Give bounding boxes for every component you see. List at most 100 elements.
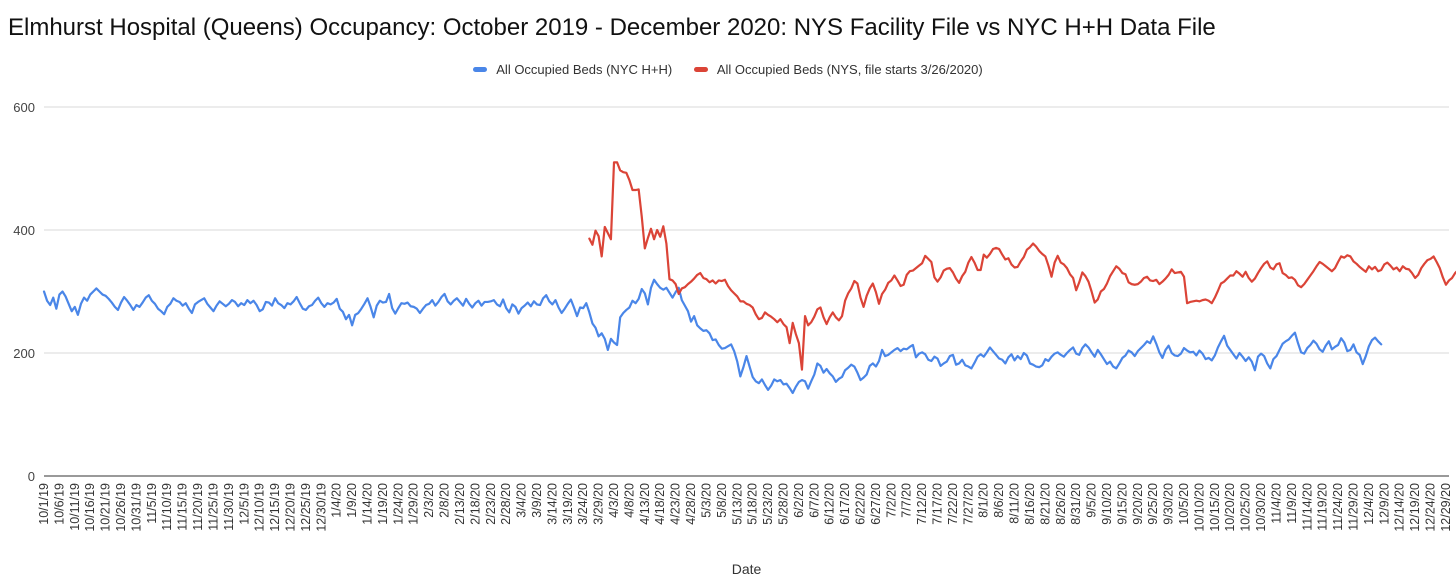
x-tick-label: 4/8/20	[622, 483, 636, 518]
x-tick-label: 11/9/20	[1285, 483, 1299, 524]
x-tick-label: 11/24/20	[1331, 483, 1345, 531]
legend-label-nys: All Occupied Beds (NYS, file starts 3/26…	[716, 62, 983, 77]
x-tick-label: 6/2/20	[792, 483, 806, 518]
x-tick-label: 10/5/20	[1177, 483, 1191, 525]
x-tick-label: 7/7/20	[900, 483, 914, 518]
x-tick-label: 3/19/20	[561, 483, 575, 525]
x-tick-label: 2/28/20	[499, 483, 513, 525]
x-tick-label: 2/8/20	[438, 483, 452, 518]
x-tick-label: 10/6/19	[52, 483, 66, 525]
x-tick-label: 3/14/20	[545, 483, 559, 525]
series-line-nys[interactable]	[588, 161, 1456, 371]
x-tick-label: 5/3/20	[699, 483, 713, 518]
x-tick-label: 8/21/20	[1038, 483, 1052, 525]
x-tick-label: 10/21/19	[99, 483, 113, 532]
x-tick-label: 3/24/20	[576, 483, 590, 525]
x-tick-label: 2/3/20	[422, 483, 436, 518]
legend-item-nys[interactable]: All Occupied Beds (NYS, file starts 3/26…	[693, 62, 983, 77]
x-tick-label: 2/18/20	[468, 483, 482, 525]
series-line-nyc-hh[interactable]	[42, 278, 1383, 395]
x-tick-label: 4/13/20	[638, 483, 652, 525]
x-tick-label: 3/9/20	[530, 483, 544, 518]
x-tick-label: 6/27/20	[869, 483, 883, 525]
x-tick-label: 8/26/20	[1054, 483, 1068, 525]
x-tick-label: 12/9/20	[1377, 483, 1391, 525]
x-tick-label: 12/19/20	[1408, 483, 1422, 532]
legend-item-nyc-hh[interactable]: All Occupied Beds (NYC H+H)	[473, 62, 672, 77]
x-tick-label: 8/11/20	[1008, 483, 1022, 524]
x-tick-label: 4/23/20	[669, 483, 683, 525]
x-tick-label: 10/26/19	[114, 483, 128, 532]
x-tick-label: 12/29/20	[1439, 483, 1453, 532]
x-tick-label: 9/25/20	[1146, 483, 1160, 525]
x-tick-label: 10/31/19	[129, 483, 143, 532]
x-tick-label: 7/22/20	[946, 483, 960, 525]
x-tick-label: 10/25/20	[1239, 483, 1253, 532]
x-tick-label: 12/4/20	[1362, 483, 1376, 525]
x-tick-label: 10/10/20	[1192, 483, 1206, 532]
x-tick-label: 9/15/20	[1115, 483, 1129, 525]
x-tick-label: 1/29/20	[407, 483, 421, 525]
x-tick-label: 9/5/20	[1085, 483, 1099, 518]
x-tick-label: 8/16/20	[1023, 483, 1037, 525]
x-tick-label: 7/17/20	[931, 483, 945, 525]
x-tick-label: 11/14/20	[1300, 483, 1314, 531]
y-tick-label: 400	[13, 223, 35, 238]
x-tick-label: 1/9/20	[345, 483, 359, 518]
x-tick-label: 11/20/19	[191, 483, 205, 531]
x-tick-label: 5/23/20	[761, 483, 775, 525]
x-tick-label: 6/12/20	[823, 483, 837, 525]
x-tick-label: 8/31/20	[1069, 483, 1083, 525]
x-tick-label: 5/18/20	[746, 483, 760, 525]
x-tick-label: 1/19/20	[376, 483, 390, 525]
x-tick-label: 10/1/19	[37, 483, 51, 525]
x-tick-label: 11/10/19	[160, 483, 174, 531]
x-tick-label: 1/4/20	[330, 483, 344, 518]
x-tick-label: 11/29/20	[1346, 483, 1360, 531]
x-tick-label: 7/2/20	[884, 483, 898, 518]
x-tick-label: 6/22/20	[854, 483, 868, 525]
x-tick-label: 11/5/19	[145, 483, 159, 524]
legend-swatch-nyc-hh	[473, 67, 488, 72]
x-tick-label: 6/7/20	[807, 483, 821, 518]
x-tick-label: 11/19/20	[1316, 483, 1330, 531]
x-tick-label: 3/4/20	[515, 483, 529, 518]
x-tick-label: 7/27/20	[961, 483, 975, 525]
x-tick-label: 12/10/19	[253, 483, 267, 532]
x-tick-label: 5/13/20	[730, 483, 744, 525]
x-tick-label: 5/8/20	[715, 483, 729, 518]
x-tick-label: 12/5/19	[237, 483, 251, 525]
x-tick-label: 2/23/20	[484, 483, 498, 525]
y-tick-label: 600	[13, 100, 35, 115]
x-tick-label: 4/3/20	[607, 483, 621, 518]
x-tick-label: 10/15/20	[1208, 483, 1222, 532]
chart-title: Elmhurst Hospital (Queens) Occupancy: Oc…	[8, 14, 1216, 41]
legend-label-nyc-hh: All Occupied Beds (NYC H+H)	[496, 62, 673, 77]
y-tick-label: 0	[28, 469, 35, 484]
x-tick-label: 10/30/20	[1254, 483, 1268, 532]
x-tick-label: 12/30/19	[314, 483, 328, 532]
x-tick-label: 1/14/20	[361, 483, 375, 525]
x-tick-label: 8/6/20	[992, 483, 1006, 518]
y-tick-label: 200	[13, 346, 35, 361]
x-tick-label: 11/15/19	[176, 483, 190, 531]
x-tick-label: 10/20/20	[1223, 483, 1237, 532]
x-tick-label: 1/24/20	[391, 483, 405, 525]
x-tick-label: 11/4/20	[1269, 483, 1283, 524]
legend-swatch-nys	[693, 67, 708, 72]
x-tick-label: 11/25/19	[206, 483, 220, 531]
x-tick-label: 3/29/20	[592, 483, 606, 525]
x-tick-label: 11/30/19	[222, 483, 236, 531]
x-tick-label: 10/16/19	[83, 483, 97, 532]
x-tick-label: 12/24/20	[1424, 483, 1438, 532]
legend: All Occupied Beds (NYC H+H) All Occupied…	[0, 60, 1456, 77]
x-tick-label: 12/25/19	[299, 483, 313, 532]
x-tick-label: 4/18/20	[653, 483, 667, 525]
x-tick-label: 12/20/19	[283, 483, 297, 532]
x-tick-label: 7/12/20	[915, 483, 929, 525]
x-tick-label: 8/1/20	[977, 483, 991, 518]
x-tick-label: 9/30/20	[1162, 483, 1176, 525]
x-tick-label: 10/11/19	[68, 483, 82, 531]
x-axis-title: Date	[732, 561, 762, 577]
